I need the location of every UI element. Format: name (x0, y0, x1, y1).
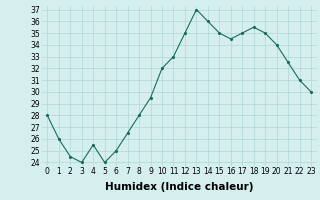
X-axis label: Humidex (Indice chaleur): Humidex (Indice chaleur) (105, 182, 253, 192)
